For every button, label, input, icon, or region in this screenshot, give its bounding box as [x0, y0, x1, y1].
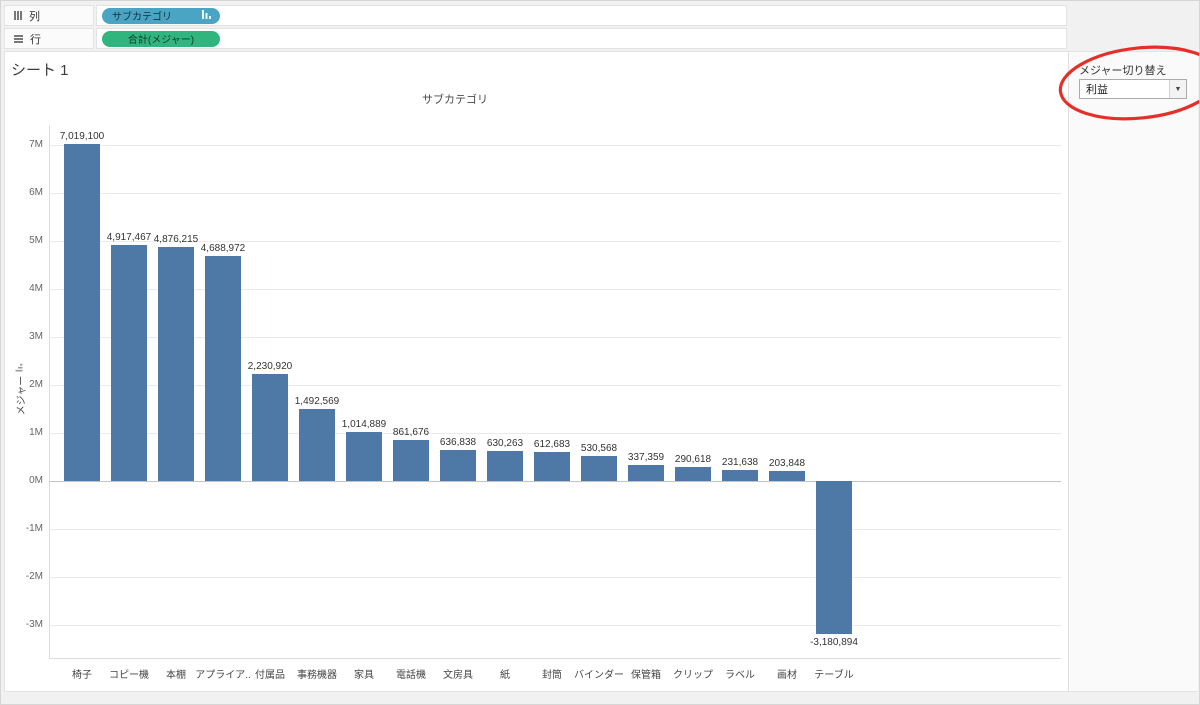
parameter-panel: メジャー切り替え 利益 ▼ [1068, 52, 1198, 691]
bar-画材[interactable] [769, 471, 805, 481]
measure-switch-dropdown[interactable]: 利益 ▼ [1079, 79, 1187, 99]
pill-sum-measure[interactable]: 合計(メジャー) [102, 30, 220, 47]
bar-value-label: 231,638 [721, 456, 759, 468]
bar-テーブル[interactable] [816, 481, 852, 634]
rows-shelf[interactable]: 合計(メジャー) [96, 28, 1067, 49]
y-axis-line [49, 125, 50, 659]
axis-sort-icon[interactable] [15, 364, 26, 372]
y-tick-label: -1M [25, 523, 43, 534]
sheet-area: シート 1 サブカテゴリ メジャー 7M 6M 5M 4M 3M 2M 1M 0M -1M -2M… [4, 51, 1198, 692]
columns-shelf-header: 列 [4, 5, 94, 26]
gridline [49, 577, 1061, 578]
y-tick-label: -3M [25, 619, 43, 630]
y-tick-label: 6M [29, 187, 43, 198]
pill-subcategory[interactable]: サブカテゴリ [102, 7, 220, 24]
columns-icon [14, 11, 22, 20]
pill-sort-icon[interactable] [202, 9, 213, 22]
bar-value-label: 290,618 [674, 454, 712, 466]
bar-本棚[interactable] [158, 246, 194, 481]
chart: サブカテゴリ メジャー 7M 6M 5M 4M 3M 2M 1M 0M -1M -2M -3M 7,0… [5, 52, 1067, 691]
bar-value-label: 4,688,972 [200, 242, 246, 254]
chevron-down-icon[interactable]: ▼ [1169, 80, 1186, 98]
bar-value-label: 1,014,889 [341, 419, 387, 431]
bar-保管箱[interactable] [628, 464, 664, 481]
y-tick-label: -2M [25, 571, 43, 582]
bar-value-label: 530,568 [580, 442, 618, 454]
bar-コピー機[interactable] [111, 244, 147, 481]
y-axis-title: メジャー [13, 355, 28, 425]
x-category-label: テーブル [814, 670, 854, 681]
x-axis-line [49, 658, 1061, 659]
bar-value-label: 630,263 [486, 437, 524, 449]
gridline [49, 193, 1061, 194]
y-tick-label: 0M [29, 475, 43, 486]
columns-shelf[interactable]: サブカテゴリ [96, 5, 1067, 26]
bar-value-label: 1,492,569 [294, 396, 340, 408]
rows-icon [14, 34, 23, 43]
bar-value-label: 2,230,920 [247, 360, 293, 372]
bar-value-label: 337,359 [627, 451, 665, 463]
bar-クリップ[interactable] [675, 467, 711, 481]
bar-value-label: 4,876,215 [153, 233, 199, 245]
gridline [49, 337, 1061, 338]
bar-文房具[interactable] [440, 450, 476, 481]
gridline [49, 145, 1061, 146]
gridline [49, 433, 1061, 434]
bar-value-label: -3,180,894 [810, 636, 858, 648]
bar-ラベル[interactable] [722, 469, 758, 481]
bar-バインダー[interactable] [581, 455, 617, 481]
pill-subcategory-label: サブカテゴリ [112, 12, 172, 23]
measure-switch-value: 利益 [1086, 84, 1108, 96]
rows-shelf-header: 行 [4, 28, 94, 49]
y-tick-label: 3M [29, 331, 43, 342]
gridline [49, 241, 1061, 242]
bar-value-label: 7,019,100 [59, 131, 105, 143]
y-tick-label: 1M [29, 427, 43, 438]
gridline [49, 625, 1061, 626]
y-tick-label: 7M [29, 139, 43, 150]
sheet-title: シート 1 [11, 62, 69, 79]
parameter-label: メジャー切り替え [1079, 65, 1167, 77]
bar-電話機[interactable] [393, 439, 429, 481]
bar-椅子[interactable] [64, 144, 100, 481]
bar-value-label: 636,838 [439, 437, 477, 449]
chart-title: サブカテゴリ [422, 94, 488, 106]
bar-アプライア..[interactable] [205, 255, 241, 481]
bar-value-label: 4,917,467 [106, 231, 152, 243]
bar-紙[interactable] [487, 450, 523, 481]
y-tick-label: 2M [29, 379, 43, 390]
zero-gridline [49, 481, 1061, 482]
bar-家具[interactable] [346, 432, 382, 481]
bar-value-label: 203,848 [768, 458, 806, 470]
bar-value-label: 612,683 [533, 438, 571, 450]
gridline [49, 385, 1061, 386]
columns-shelf-label: 列 [29, 10, 40, 23]
bar-value-label: 861,676 [392, 426, 430, 438]
gridline [49, 289, 1061, 290]
bar-付属品[interactable] [252, 373, 288, 481]
pill-sum-measure-label: 合計(メジャー) [127, 35, 195, 46]
bar-事務機器[interactable] [299, 409, 335, 481]
y-tick-label: 5M [29, 235, 43, 246]
gridline [49, 529, 1061, 530]
rows-shelf-label: 行 [30, 33, 41, 46]
y-tick-label: 4M [29, 283, 43, 294]
bar-封筒[interactable] [534, 451, 570, 481]
